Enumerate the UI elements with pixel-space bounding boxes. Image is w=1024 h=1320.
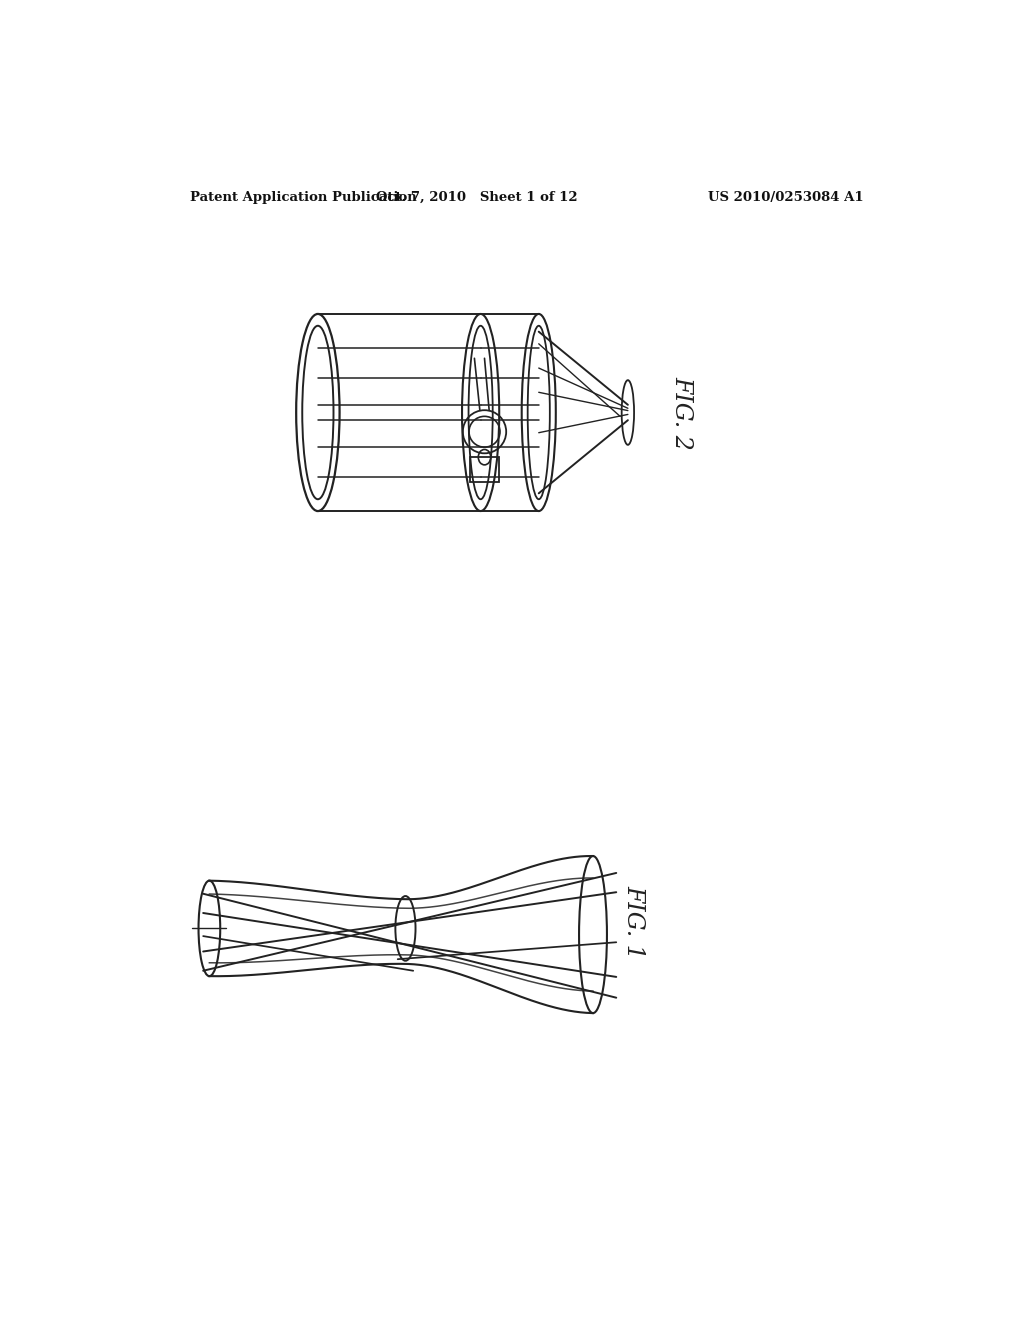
Text: US 2010/0253084 A1: US 2010/0253084 A1 [708, 191, 863, 203]
Text: Oct. 7, 2010   Sheet 1 of 12: Oct. 7, 2010 Sheet 1 of 12 [376, 191, 578, 203]
Text: FIG. 2: FIG. 2 [671, 376, 693, 449]
Text: Patent Application Publication: Patent Application Publication [190, 191, 417, 203]
Bar [470, 457, 500, 482]
Text: FIG. 1: FIG. 1 [623, 886, 645, 960]
